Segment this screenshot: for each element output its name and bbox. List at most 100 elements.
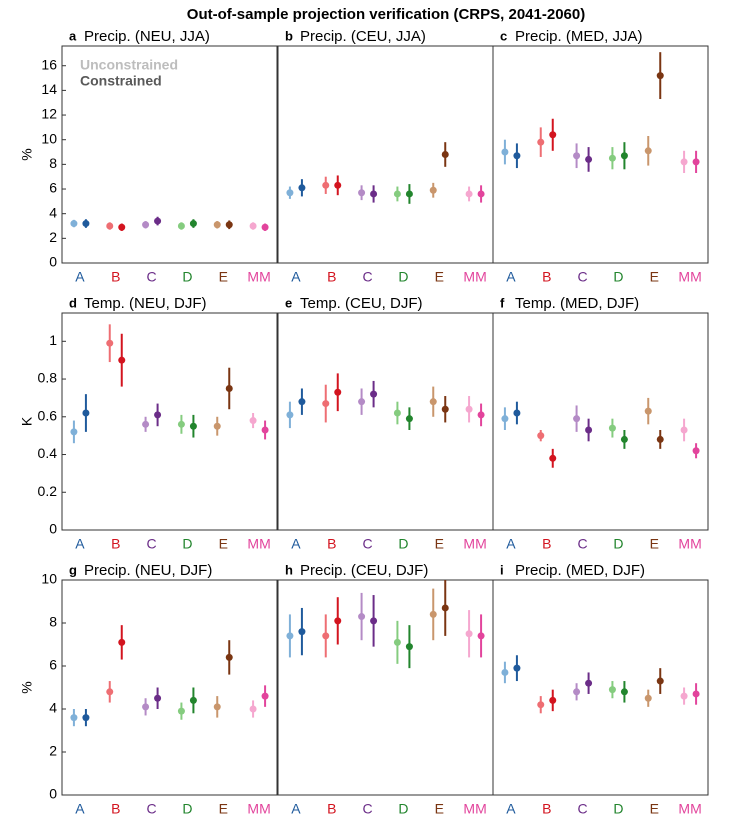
point [358, 398, 366, 406]
point [82, 220, 90, 228]
x-tick-label: E [650, 536, 659, 552]
point [225, 221, 233, 229]
point [585, 155, 593, 163]
point [692, 158, 700, 166]
point [370, 190, 378, 198]
x-tick-label: E [435, 536, 444, 552]
panel-label: f [500, 295, 505, 310]
point [298, 398, 306, 406]
panel-frame [61, 312, 278, 531]
x-tick-label: D [182, 536, 192, 552]
x-tick-label: B [542, 801, 551, 817]
point [573, 152, 581, 160]
point [549, 454, 557, 462]
x-tick-label: D [182, 801, 192, 817]
x-tick-label: A [506, 536, 516, 552]
y-tick-label: 4 [49, 700, 57, 716]
point [358, 613, 366, 621]
panel-frame [492, 45, 709, 264]
y-tick-label: 12 [41, 106, 57, 122]
panel-frame [492, 312, 709, 531]
y-tick-label: 16 [41, 56, 57, 72]
point [358, 189, 366, 197]
x-tick-label: D [182, 269, 192, 285]
point [298, 184, 306, 192]
point [573, 415, 581, 423]
point [322, 632, 330, 640]
y-tick-label: 10 [41, 130, 57, 146]
point [142, 420, 150, 428]
point [513, 664, 521, 672]
x-tick-label: B [542, 269, 551, 285]
point [249, 417, 257, 425]
point [620, 152, 628, 160]
point [286, 189, 294, 197]
point [680, 426, 688, 434]
point [286, 411, 294, 419]
point [501, 415, 509, 423]
x-tick-label: E [435, 269, 444, 285]
x-tick-label: B [327, 269, 336, 285]
point [441, 405, 449, 413]
point [261, 426, 269, 434]
panel-title: Temp. (CEU, DJF) [300, 295, 423, 312]
point [465, 405, 473, 413]
point [644, 407, 652, 415]
panel-label: e [285, 295, 292, 310]
panel-title: Precip. (MED, DJF) [515, 562, 645, 579]
x-tick-label: E [435, 801, 444, 817]
point [644, 694, 652, 702]
point [370, 390, 378, 398]
panel-label: h [285, 562, 293, 577]
point [644, 147, 652, 155]
x-tick-label: D [398, 269, 408, 285]
point [225, 653, 233, 661]
point [393, 638, 401, 646]
point [656, 435, 664, 443]
point [189, 696, 197, 704]
point [513, 409, 521, 417]
point [441, 151, 449, 158]
x-tick-label: B [542, 536, 551, 552]
point [656, 677, 664, 685]
y-tick-label: 0 [49, 521, 57, 537]
point [537, 138, 545, 146]
x-tick-label: E [650, 269, 659, 285]
point [249, 705, 257, 713]
point [585, 679, 593, 687]
point [334, 617, 342, 625]
point [465, 630, 473, 638]
y-tick-label: 0.6 [38, 407, 58, 423]
y-tick-label: 4 [49, 204, 57, 220]
point [477, 411, 485, 419]
y-tick-label: 0.2 [38, 483, 58, 499]
legend-entry: Constrained [80, 73, 162, 89]
x-tick-label: MM [678, 801, 701, 817]
point [477, 190, 485, 198]
y-tick-label: 10 [41, 571, 57, 587]
point [656, 72, 664, 80]
point [213, 703, 221, 711]
y-axis-label: % [19, 681, 35, 693]
panel-title: Precip. (CEU, JJA) [300, 28, 426, 45]
y-tick-label: 8 [49, 155, 57, 171]
point [334, 181, 342, 189]
x-tick-label: B [111, 536, 120, 552]
point [82, 714, 90, 722]
point [393, 409, 401, 417]
x-tick-label: MM [678, 536, 701, 552]
point [370, 617, 378, 625]
point [680, 692, 688, 700]
x-tick-label: C [363, 801, 373, 817]
x-tick-label: B [111, 269, 120, 285]
point [620, 688, 628, 696]
y-tick-label: 2 [49, 229, 57, 245]
x-tick-label: D [398, 536, 408, 552]
panel-title: Precip. (MED, JJA) [515, 28, 643, 45]
panel-frame [277, 312, 494, 531]
y-tick-label: 6 [49, 657, 57, 673]
point [322, 400, 330, 408]
panel-title: Temp. (NEU, DJF) [84, 295, 207, 312]
x-tick-label: MM [463, 536, 486, 552]
